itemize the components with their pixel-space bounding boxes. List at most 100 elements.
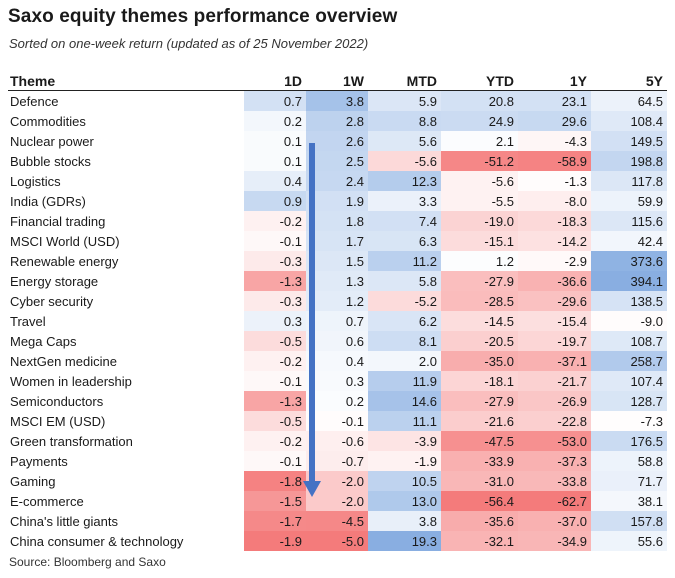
cell-1d: -0.5 (244, 411, 306, 431)
cell-5y: -9.0 (591, 311, 667, 331)
theme-name: Payments (10, 453, 68, 469)
theme-name: Financial trading (10, 213, 106, 229)
column-header-theme: Theme (8, 71, 244, 91)
cell-5y: 128.7 (591, 391, 667, 411)
cell-ytd: -18.1 (441, 371, 518, 391)
cell-ytd: 20.8 (441, 90, 518, 111)
cell-5y: 55.6 (591, 531, 667, 551)
theme-name: Women in leadership (10, 373, 132, 389)
cell-1d: -0.3 (244, 251, 306, 271)
cell-1y: -18.3 (518, 211, 591, 231)
cell-ytd: -20.5 (441, 331, 518, 351)
theme-name: Defence (10, 93, 59, 109)
theme-name: Travel (10, 313, 46, 329)
cell-1y: -15.4 (518, 311, 591, 331)
theme-name: Nuclear power (10, 133, 94, 149)
cell-1y: -8.0 (518, 191, 591, 211)
chart-subtitle: Sorted on one-week return (updated as of… (9, 36, 369, 51)
cell-1w: 0.7 (306, 311, 368, 331)
theme-name: Renewable energy (10, 253, 119, 269)
chart-title: Saxo equity themes performance overview (8, 6, 398, 27)
cell-mtd: 10.5 (368, 471, 441, 491)
theme-name: NextGen medicine (10, 353, 117, 369)
table-row: Logistics 0.4 2.4 12.3 -5.6 -1.3 117.8 (8, 171, 667, 191)
cell-1y: -2.9 (518, 251, 591, 271)
cell-1d: -1.8 (244, 471, 306, 491)
table-row: India (GDRs) 0.9 1.9 3.3 -5.5 -8.0 59.9 (8, 191, 667, 211)
table-row: Renewable energy -0.3 1.5 11.2 1.2 -2.9 373.6 (8, 251, 667, 271)
cell-1w: 3.8 (306, 90, 368, 111)
cell-5y: 394.1 (591, 271, 667, 291)
cell-mtd: 14.6 (368, 391, 441, 411)
cell-5y: 258.7 (591, 351, 667, 371)
cell-mtd: 11.1 (368, 411, 441, 431)
cell-ytd: -27.9 (441, 391, 518, 411)
cell-mtd: 6.3 (368, 231, 441, 251)
table-row: E-commerce -1.5 -2.0 13.0 -56.4 -62.7 38.1 (8, 491, 667, 511)
cell-1w: 0.6 (306, 331, 368, 351)
cell-1w: 2.5 (306, 151, 368, 171)
table-row: Semiconductors -1.3 0.2 14.6 -27.9 -26.9 128.7 (8, 391, 667, 411)
cell-1w: -5.0 (306, 531, 368, 551)
table-row: MSCI EM (USD) -0.5 -0.1 11.1 -21.6 -22.8 -7.3 (8, 411, 667, 431)
table-row: Bubble stocks 0.1 2.5 -5.6 -51.2 -58.9 198.8 (8, 151, 667, 171)
cell-1d: -0.2 (244, 351, 306, 371)
table-row: NextGen medicine -0.2 0.4 2.0 -35.0 -37.1 258.… (8, 351, 667, 371)
cell-mtd: 3.3 (368, 191, 441, 211)
cell-mtd: -1.9 (368, 451, 441, 471)
column-header-1w: 1W (306, 71, 368, 91)
cell-1d: -1.3 (244, 271, 306, 291)
cell-1d: 0.1 (244, 151, 306, 171)
cell-ytd: -15.1 (441, 231, 518, 251)
header-row: Theme 1D 1W MTD YTD 1Y 5Y (8, 71, 667, 91)
cell-1d: -0.2 (244, 211, 306, 231)
cell-1w: 2.6 (306, 131, 368, 151)
cell-1w: -0.1 (306, 411, 368, 431)
cell-1d: 0.2 (244, 111, 306, 131)
cell-5y: 38.1 (591, 491, 667, 511)
cell-1w: 1.2 (306, 291, 368, 311)
cell-5y: 373.6 (591, 251, 667, 271)
cell-1d: -0.1 (244, 371, 306, 391)
cell-ytd: -31.0 (441, 471, 518, 491)
cell-mtd: 5.9 (368, 90, 441, 111)
cell-1d: 0.7 (244, 90, 306, 111)
cell-1y: 29.6 (518, 111, 591, 131)
cell-1y: -14.2 (518, 231, 591, 251)
cell-1y: -22.8 (518, 411, 591, 431)
cell-mtd: -3.9 (368, 431, 441, 451)
cell-5y: 157.8 (591, 511, 667, 531)
cell-1d: 0.3 (244, 311, 306, 331)
cell-5y: 117.8 (591, 171, 667, 191)
table-row: Mega Caps -0.5 0.6 8.1 -20.5 -19.7 108.7 (8, 331, 667, 351)
cell-ytd: 2.1 (441, 131, 518, 151)
column-header-1y: 1Y (518, 71, 591, 91)
cell-1d: -1.9 (244, 531, 306, 551)
cell-1d: 0.1 (244, 131, 306, 151)
cell-ytd: 24.9 (441, 111, 518, 131)
table-row: Energy storage -1.3 1.3 5.8 -27.9 -36.6 394.1 (8, 271, 667, 291)
cell-1d: -0.3 (244, 291, 306, 311)
cell-5y: 42.4 (591, 231, 667, 251)
table-row: Financial trading -0.2 1.8 7.4 -19.0 -18.3 115… (8, 211, 667, 231)
cell-5y: 149.5 (591, 131, 667, 151)
cell-1y: -33.8 (518, 471, 591, 491)
cell-1y: -36.6 (518, 271, 591, 291)
cell-1d: -0.1 (244, 451, 306, 471)
cell-5y: 59.9 (591, 191, 667, 211)
theme-name: Semiconductors (10, 393, 104, 409)
cell-1y: -21.7 (518, 371, 591, 391)
cell-1d: 0.4 (244, 171, 306, 191)
column-header-1d: 1D (244, 71, 306, 91)
cell-1y: -37.1 (518, 351, 591, 371)
cell-5y: -7.3 (591, 411, 667, 431)
cell-ytd: -5.6 (441, 171, 518, 191)
cell-ytd: -32.1 (441, 531, 518, 551)
cell-1w: 0.4 (306, 351, 368, 371)
cell-1y: -1.3 (518, 171, 591, 191)
cell-mtd: 11.9 (368, 371, 441, 391)
table-row: Travel 0.3 0.7 6.2 -14.5 -15.4 -9.0 (8, 311, 667, 331)
cell-1d: -0.2 (244, 431, 306, 451)
column-header-ytd: YTD (441, 71, 518, 91)
cell-1w: 0.3 (306, 371, 368, 391)
